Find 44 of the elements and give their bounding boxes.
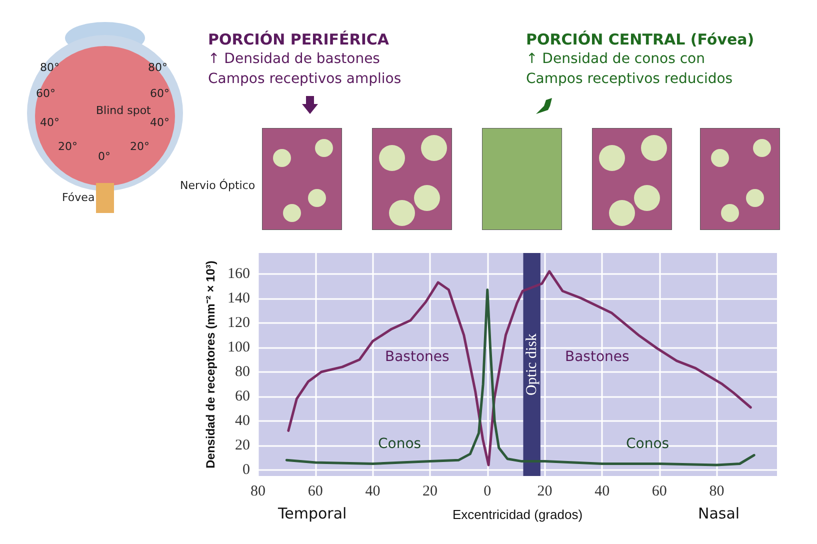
text: Campos receptivos reducidos xyxy=(526,71,733,87)
x-tick-label: 0 xyxy=(484,484,492,500)
annotation: Bastones xyxy=(385,349,450,365)
text: 0° xyxy=(98,150,110,163)
x-axis-title: Excentricidad (grados) xyxy=(452,507,583,522)
y-tick-label: 0 xyxy=(242,462,250,478)
x-tick-label: 20 xyxy=(422,484,438,500)
text: PORCIÓN CENTRAL (Fóvea) xyxy=(526,30,754,48)
x-tick-label: 80 xyxy=(709,484,724,500)
text: 80° xyxy=(40,61,60,74)
text: 60° xyxy=(150,87,170,100)
text: 20° xyxy=(58,140,78,153)
y-tick-label: 20 xyxy=(235,437,250,454)
text: Temporal xyxy=(277,504,347,522)
annotation: Conos xyxy=(626,436,670,452)
text: 40° xyxy=(40,116,60,129)
y-tick-label: 40 xyxy=(235,412,250,429)
text: Fóvea xyxy=(62,191,95,204)
text: 80° xyxy=(148,61,168,74)
text: Nervio Óptico xyxy=(180,178,256,192)
text: Campos receptivos amplios xyxy=(208,71,402,87)
x-tick-label: 80 xyxy=(250,484,266,500)
x-tick-label: 40 xyxy=(365,484,380,500)
text: 40° xyxy=(150,116,170,129)
text: ↑ Densidad de conos con xyxy=(526,51,705,67)
text: PORCIÓN PERIFÉRICA xyxy=(208,30,390,48)
y-axis-title: Densidad de receptores (mm⁻² × 10³) xyxy=(204,260,218,468)
y-tick-label: 100 xyxy=(228,339,250,356)
x-tick-label: 40 xyxy=(594,484,610,500)
annotation: Conos xyxy=(378,436,422,452)
text: ↑ Densidad de bastones xyxy=(208,51,380,67)
text: Blind spot xyxy=(96,104,152,117)
y-tick-label: 160 xyxy=(228,266,250,282)
text: 20° xyxy=(130,140,150,153)
y-tick-label: 140 xyxy=(228,290,250,306)
band-label: Optic disk xyxy=(524,332,540,396)
y-tick-label: 60 xyxy=(235,388,250,404)
y-tick-label: 80 xyxy=(235,364,250,380)
annotation: Bastones xyxy=(565,349,630,365)
y-tick-label: 120 xyxy=(228,314,250,331)
x-tick-label: 60 xyxy=(308,484,323,500)
x-tick-label: 60 xyxy=(652,484,667,500)
text: Nasal xyxy=(698,504,740,522)
x-tick-label: 20 xyxy=(537,484,552,500)
